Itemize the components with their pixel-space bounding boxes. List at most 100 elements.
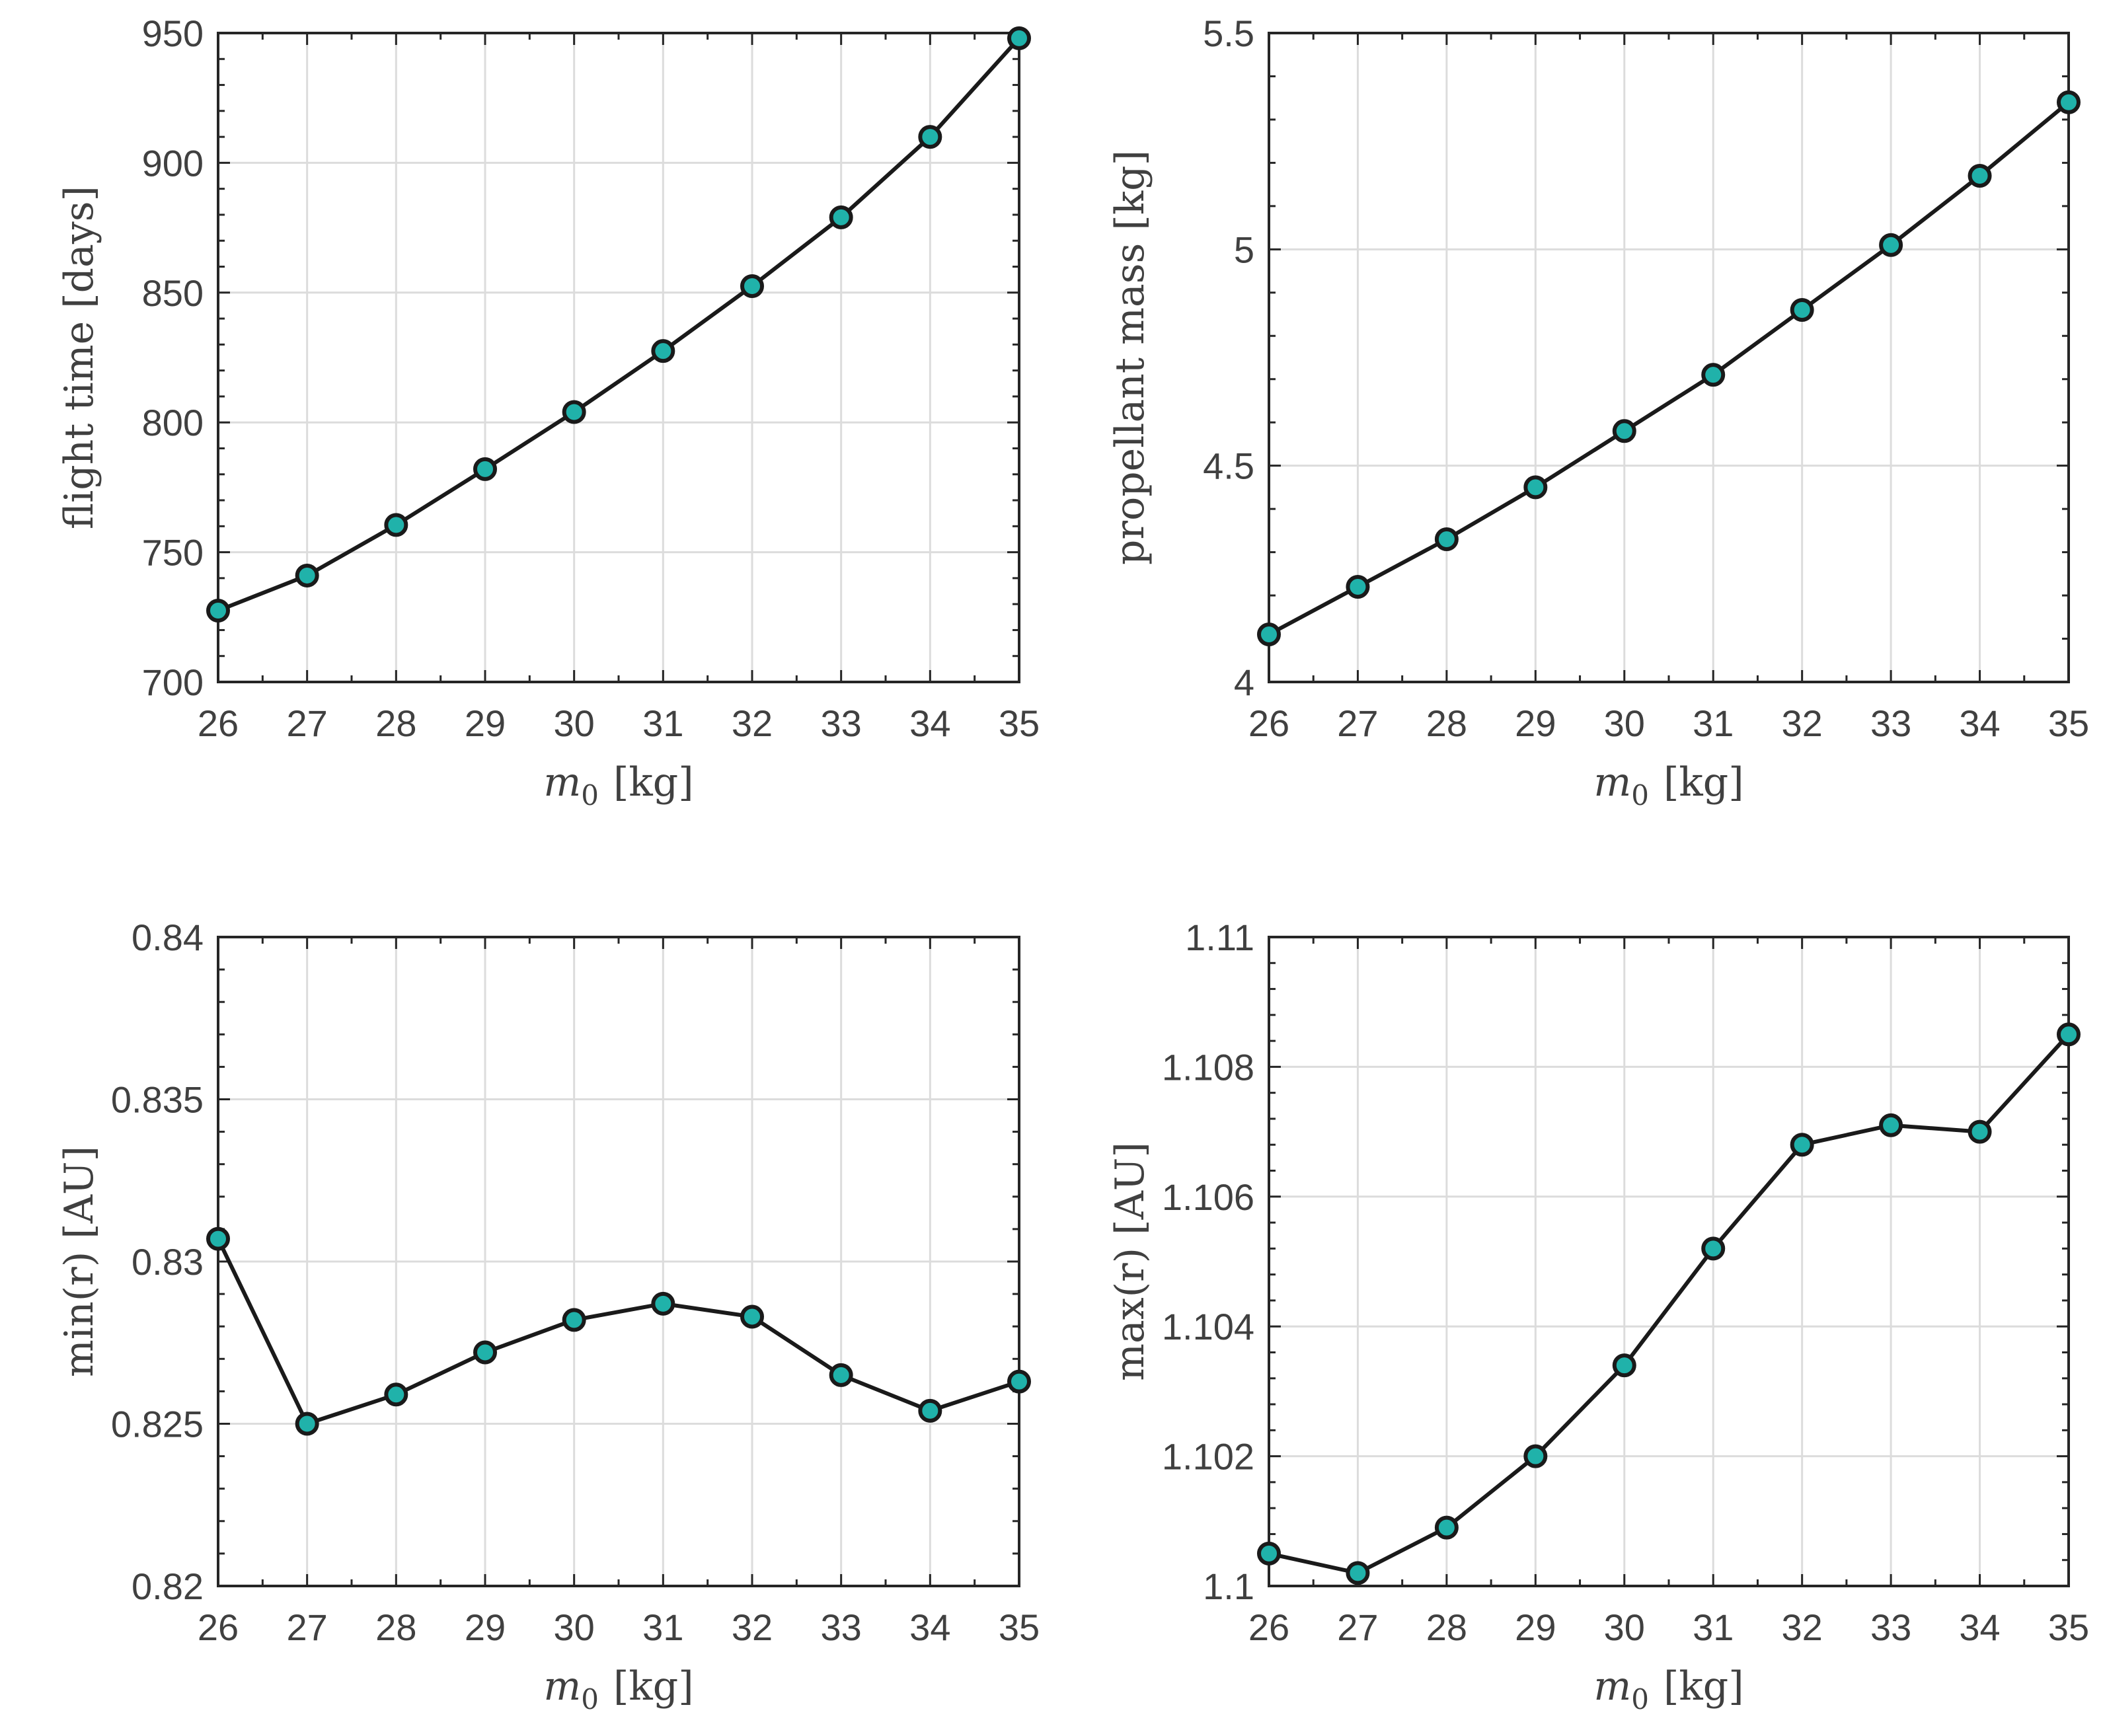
data-point [1701,363,1726,387]
data-point [1007,26,1031,50]
data-point [206,598,230,623]
data-point [1968,164,1992,188]
y-tick-label: 0.835 [111,1079,204,1121]
y-axis-label: flight time [days] [56,186,102,529]
gridlines [1268,32,2070,683]
data-point [1257,622,1281,646]
series-line [1268,100,2070,636]
y-tick-label: 4 [1234,661,1254,703]
y-tick-label: 1.11 [1185,917,1254,958]
data-point [918,1398,942,1423]
data-point [562,1308,586,1332]
data-point [829,205,853,229]
chart-max-r: 26 27 28 29 30 31 32 33 34 35 1.1 1.102 1.104 1.106 1.… [1107,917,2089,1716]
x-tick-label: 35 [999,1606,1040,1648]
x-tick-label: 33 [1870,702,1911,744]
data-point [1790,1133,1814,1157]
x-axis-label: m0 [kg] [543,1663,693,1716]
x-tick-label: 35 [2048,702,2089,744]
y-tick-label: 750 [142,532,204,574]
x-tick-label: 34 [1959,1606,2000,1648]
data-point [384,513,408,537]
data-point [740,1304,764,1329]
data-point [1790,297,1814,322]
x-tick-label: 34 [1959,702,2000,744]
y-axis-label: max(r) [AU] [1107,1142,1153,1381]
y-tick-label: 5 [1234,229,1254,270]
x-tick-label: 29 [1515,1606,1556,1648]
data-point [1346,1561,1370,1585]
data-point [384,1382,408,1407]
chart-flight-time: 26 27 28 29 30 31 32 33 34 35 700 750 800 850 900 950 m0… [56,13,1040,811]
y-tick-label: 0.82 [132,1566,204,1607]
x-tick-label: 33 [1870,1606,1911,1648]
series-line [216,1238,1020,1426]
x-tick-label: 35 [999,702,1040,744]
y-axis-label: min(r) [AU] [56,1146,102,1377]
x-tick-label: 29 [1515,702,1556,744]
y-tick-label: 4.5 [1203,445,1254,487]
y-tick-label: 800 [142,402,204,443]
x-tick-label: 28 [1426,702,1467,744]
data-point [295,1412,319,1436]
x-tick-label: 32 [1782,702,1823,744]
y-tick-label: 1.106 [1162,1176,1254,1218]
x-tick-label: 26 [1248,1606,1289,1648]
x-axis-label: m0 [kg] [1593,759,1743,811]
y-axis-label: propellant mass [kg] [1107,150,1153,565]
axes-frame [217,32,1020,683]
data-point [2057,90,2081,114]
data-point [1257,1541,1281,1566]
data-point [829,1363,853,1387]
y-tick-label: 1.104 [1162,1306,1254,1347]
x-tick-label: 30 [554,702,595,744]
data-point [1434,527,1459,551]
y-tick-label: 900 [142,142,204,184]
data-point [740,274,764,298]
data-point [1612,419,1636,443]
data-point [1701,1236,1726,1261]
x-tick-label: 34 [909,1606,950,1648]
data-point [1346,574,1370,599]
data-point [651,339,675,363]
series-line [217,36,1021,613]
x-tick-label: 32 [1782,1606,1823,1648]
x-tick-label: 33 [821,702,862,744]
data-point [1523,1444,1548,1468]
data-point [473,457,497,481]
x-tick-label: 28 [375,1606,416,1648]
y-tick-label: 950 [142,13,204,54]
data-point [562,400,586,424]
minor-ticks [1269,33,2069,682]
data-point [473,1340,497,1365]
x-tick-label: 31 [642,1606,683,1648]
minor-ticks [218,33,1019,682]
data-point [1879,1113,1903,1137]
axes-frame [1268,32,2070,683]
minor-ticks [1269,937,2069,1586]
gridlines [217,936,1020,1587]
x-tick-label: 31 [1693,1606,1734,1648]
x-tick-label: 30 [1604,1606,1645,1648]
x-tick-label: 30 [1604,702,1645,744]
series-line [1268,1033,2071,1575]
y-tick-label: 850 [142,272,204,314]
x-tick-label: 27 [287,1606,328,1648]
x-tick-label: 31 [642,702,683,744]
x-tick-label: 31 [1693,702,1734,744]
data-point [1968,1119,1992,1144]
y-tick-label: 5.5 [1203,13,1254,54]
y-tick-label: 0.84 [132,917,204,958]
x-tick-label: 33 [821,1606,862,1648]
gridlines [1268,936,2070,1587]
data-point [295,563,319,587]
x-axis-label: m0 [kg] [543,759,693,811]
y-tick-label: 1.1 [1203,1566,1254,1607]
data-point [1879,233,1903,257]
data-point [1007,1369,1031,1394]
x-tick-label: 27 [287,702,328,744]
x-tick-label: 27 [1337,1606,1378,1648]
x-tick-label: 30 [554,1606,595,1648]
x-tick-label: 26 [198,702,239,744]
